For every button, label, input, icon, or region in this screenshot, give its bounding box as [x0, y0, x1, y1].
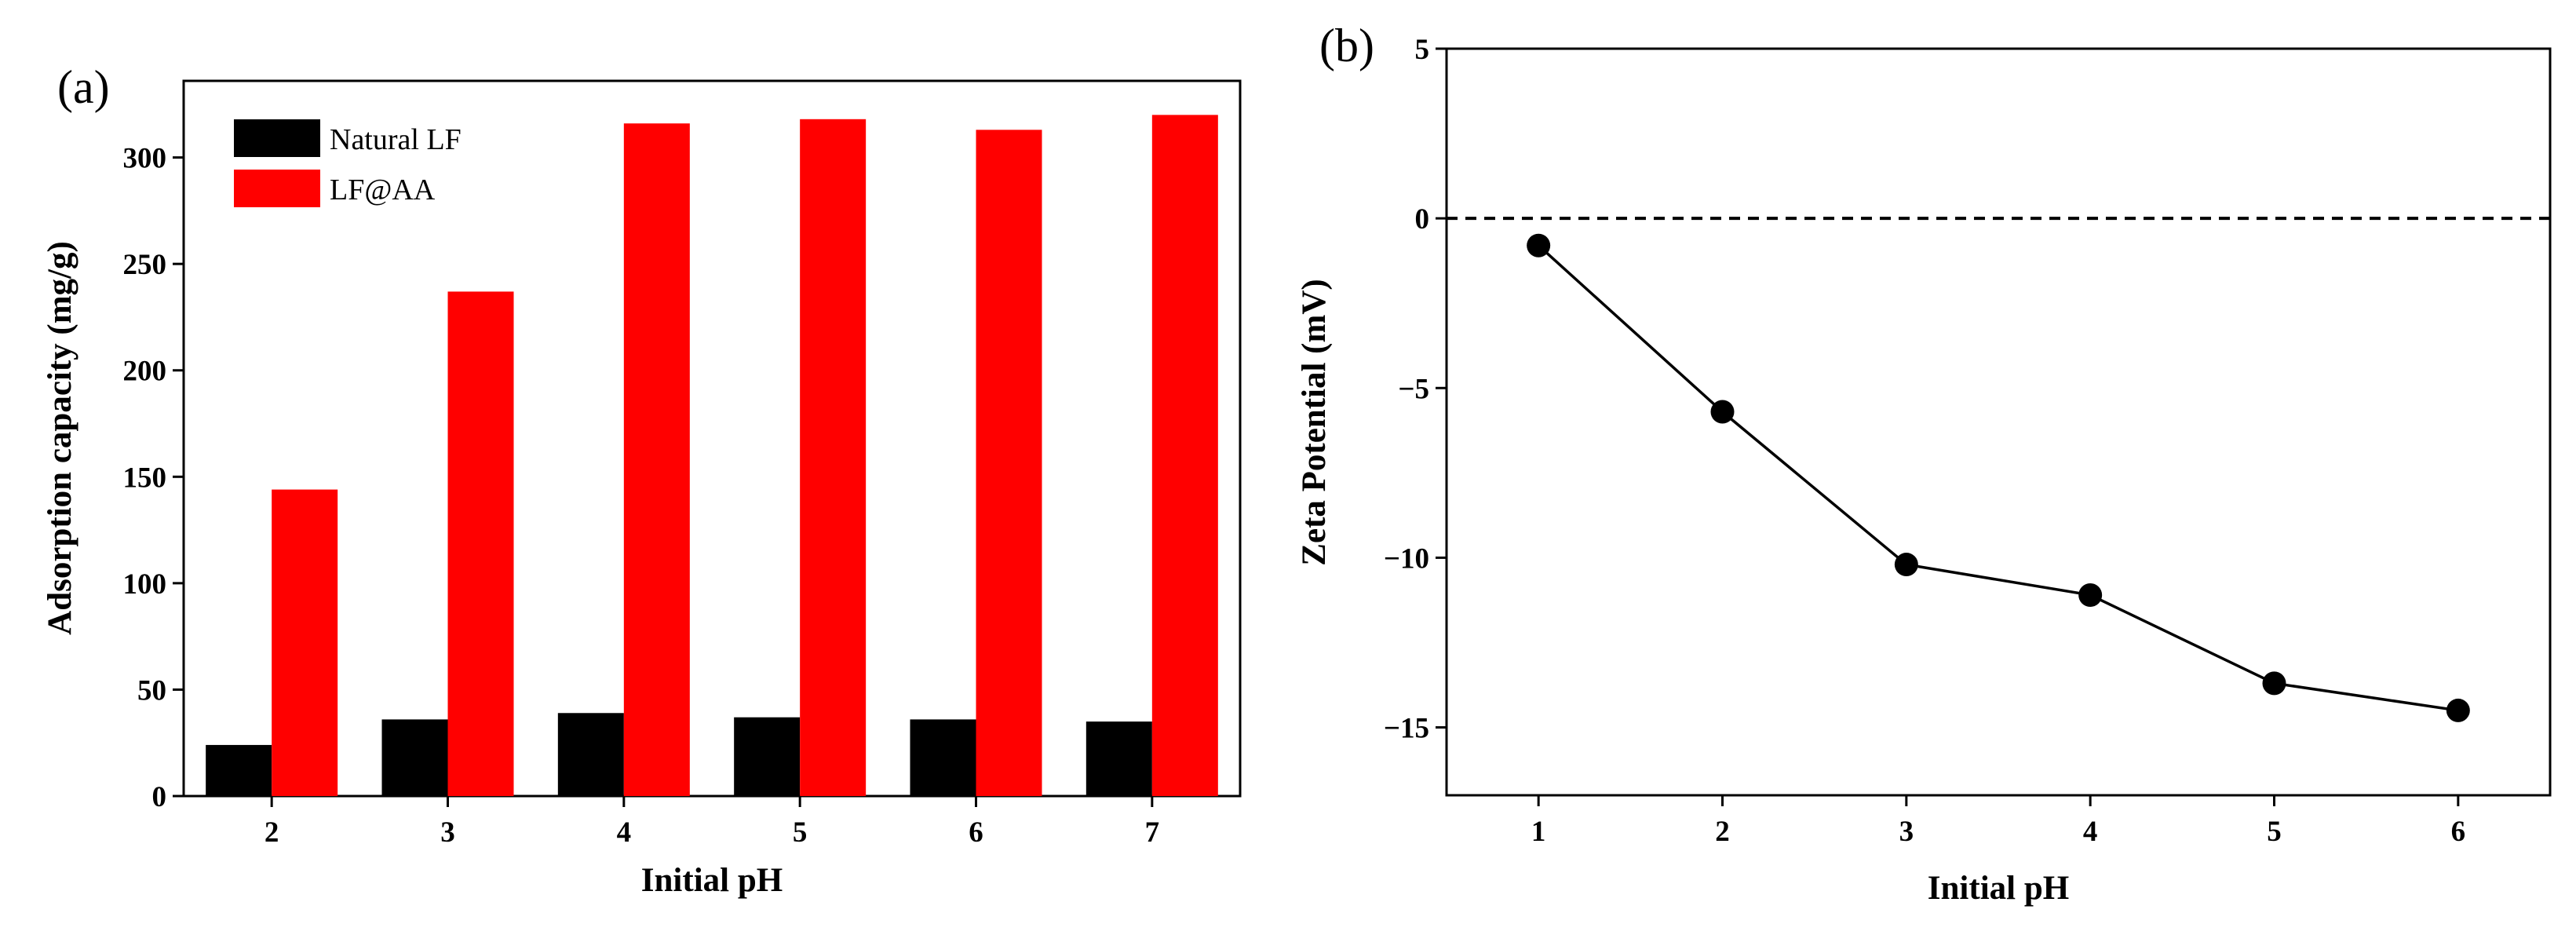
legend-swatch-natural-lf	[234, 119, 320, 157]
x-tick-label: 2	[1715, 816, 1730, 848]
x-tick-label: 6	[969, 816, 983, 849]
legend-label-natural-lf: Natural LF	[330, 123, 462, 156]
panel-b-label: (b)	[1319, 20, 1374, 71]
bar-lf-aa-ph-6	[976, 130, 1042, 797]
y-tick-label: 200	[123, 356, 167, 388]
bar-lf-aa-ph-3	[447, 291, 514, 796]
x-tick-label: 4	[2083, 816, 2098, 848]
panel-a-legend: Natural LF LF@AA	[234, 119, 462, 207]
bar-natural-lf-ph-3	[381, 719, 448, 796]
legend-swatch-lf-aa	[234, 170, 320, 207]
data-point-ph-4	[2078, 583, 2103, 607]
x-tick-label: 4	[617, 816, 632, 849]
x-tick-label: 6	[2451, 816, 2466, 848]
y-tick-label: 0	[152, 781, 167, 813]
panel-a-label: (a)	[57, 61, 110, 113]
data-point-ph-2	[1710, 400, 1735, 424]
y-tick-label: 300	[123, 143, 167, 175]
panel-b-y-ticks: 5 0 −5 −10 −15	[1384, 34, 1447, 745]
legend-label-lf-aa: LF@AA	[330, 173, 436, 206]
data-point-ph-1	[1527, 233, 1551, 258]
panel-b-plot-frame	[1445, 47, 2552, 797]
y-tick-label: 100	[123, 568, 167, 601]
x-tick-label: 3	[1899, 816, 1914, 848]
data-point-ph-6	[2446, 698, 2470, 722]
panel-a-x-axis-title: Initial pH	[641, 862, 783, 899]
y-tick-label: 5	[1415, 34, 1430, 66]
y-tick-label: 150	[123, 462, 167, 494]
x-tick-label: 5	[2267, 816, 2282, 848]
panel-b-line-chart: (b) 5 0 −5 −10 −15 1 2 3 4 5 6 Initial pH Zeta Po…	[1296, 20, 2552, 907]
panel-a-bar-chart: (a) 0 50 100 150 200 250 300 2 3 4 5 6 7 Natural LF…	[42, 61, 1242, 899]
bar-lf-aa-ph-7	[1151, 115, 1218, 796]
y-tick-label: 0	[1415, 203, 1430, 236]
x-tick-label: 1	[1531, 816, 1546, 848]
y-tick-label: −10	[1384, 542, 1429, 575]
panel-a-bars	[206, 115, 1218, 797]
bar-lf-aa-ph-5	[800, 119, 867, 796]
panel-a-plot-frame	[182, 79, 1242, 798]
panel-b-x-axis-title: Initial pH	[1928, 870, 2069, 907]
panel-a-y-ticks: 0 50 100 150 200 250 300	[123, 143, 184, 813]
bar-natural-lf-ph-4	[557, 713, 624, 796]
x-tick-label: 7	[1145, 816, 1160, 849]
panel-b-x-ticks: 1 2 3 4 5 6	[1531, 795, 2465, 848]
panel-a-x-ticks: 2 3 4 5 6 7	[265, 796, 1159, 849]
bar-natural-lf-ph-5	[734, 717, 801, 796]
y-tick-label: 50	[137, 674, 166, 707]
panel-b-y-axis-title: Zeta Potential (mV)	[1296, 279, 1333, 565]
bar-natural-lf-ph-2	[206, 744, 272, 796]
y-tick-label: 250	[123, 249, 167, 281]
zeta-potential-points	[1527, 233, 2470, 722]
bar-lf-aa-ph-4	[623, 123, 690, 796]
data-point-ph-5	[2262, 671, 2286, 696]
y-tick-label: −5	[1398, 373, 1429, 405]
bar-lf-aa-ph-2	[272, 489, 338, 796]
zeta-potential-line	[1537, 244, 2459, 712]
bar-natural-lf-ph-7	[1085, 721, 1152, 796]
x-tick-label: 2	[265, 816, 279, 849]
bar-natural-lf-ph-6	[910, 719, 976, 796]
panel-a-y-axis-title: Adsorption capacity (mg/g)	[42, 241, 78, 635]
x-tick-label: 3	[440, 816, 455, 849]
x-tick-label: 5	[793, 816, 808, 849]
data-point-ph-3	[1894, 553, 1918, 577]
y-tick-label: −15	[1384, 713, 1429, 745]
